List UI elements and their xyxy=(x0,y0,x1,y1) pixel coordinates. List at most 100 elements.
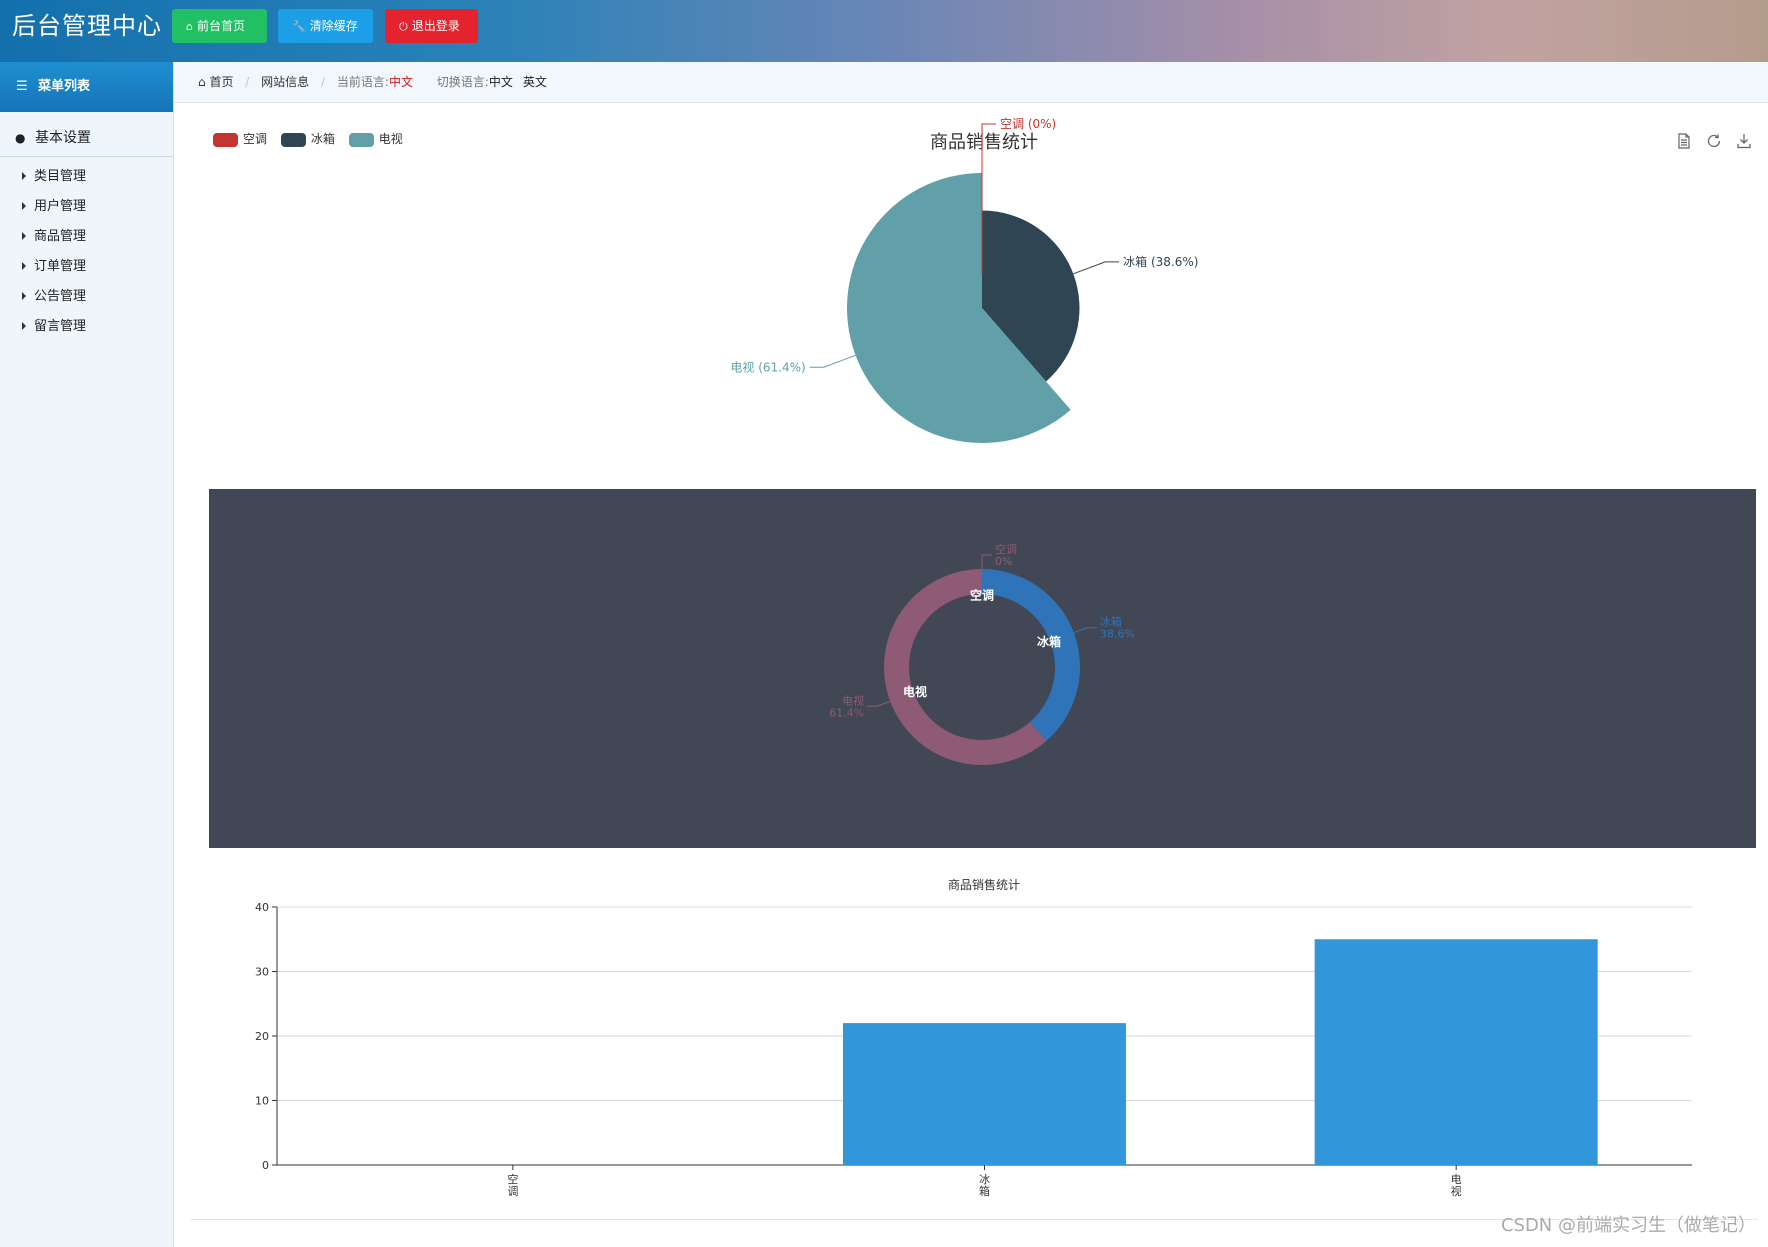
sidebar-item-label: 商品管理 xyxy=(34,229,87,244)
sidebar-item-orders[interactable]: 订单管理 xyxy=(0,252,173,282)
breadcrumb-separator: / xyxy=(245,75,250,89)
watermark: CSDN @前端实习生（做笔记） xyxy=(1500,1215,1756,1236)
pie-slice-tv[interactable] xyxy=(846,173,1071,443)
caret-right-icon xyxy=(22,201,26,210)
x-tick-char: 调 xyxy=(507,1185,518,1198)
chart-toolbox xyxy=(1668,132,1753,154)
home-icon: ⌂ xyxy=(186,20,193,33)
legend-label: 电视 xyxy=(378,132,403,146)
donut-outer-percent: 0% xyxy=(995,555,1012,568)
label-leader-line xyxy=(809,354,856,368)
legend-item-tv[interactable]: 电视 xyxy=(348,130,403,147)
donut-chart: 空调 空调 0% 冰箱 冰箱 38.6% 电视 电视 61.4% xyxy=(209,489,1756,848)
slice-label: 电视 (61.4%) xyxy=(730,359,805,374)
wrench-icon: 🔧 xyxy=(292,20,306,33)
donut-inner-label: 电视 xyxy=(903,684,927,699)
x-tick-char: 视 xyxy=(1451,1184,1462,1198)
y-tick-label: 40 xyxy=(255,901,269,914)
x-tick-label: 电视 xyxy=(1451,1173,1462,1198)
caret-right-icon xyxy=(22,171,26,180)
breadcrumb-home-label: 首页 xyxy=(209,75,234,89)
front-home-button[interactable]: ⌂ 前台首页 xyxy=(172,9,267,43)
breadcrumb-home[interactable]: ⌂ 首页 xyxy=(198,62,233,103)
home-icon: ⌂ xyxy=(198,75,206,89)
sidebar-item-products[interactable]: 商品管理 xyxy=(0,222,173,252)
sidebar-item-messages[interactable]: 留言管理 xyxy=(0,312,173,342)
donut-segment-tv[interactable] xyxy=(884,569,1047,765)
sidebar-item-category[interactable]: 类目管理 xyxy=(0,162,173,192)
slice-label: 冰箱 (38.6%) xyxy=(1123,254,1198,269)
current-language-value: 中文 xyxy=(388,75,413,89)
sidebar-item-label: 公告管理 xyxy=(34,289,87,304)
breadcrumb-site-info[interactable]: 网站信息 xyxy=(261,75,310,89)
language-option-zh[interactable]: 中文 xyxy=(488,75,513,89)
donut-inner-label: 冰箱 xyxy=(1037,634,1061,649)
content-divider xyxy=(190,1219,1758,1220)
donut-leader-line xyxy=(1073,627,1097,634)
donut-segment-fridge[interactable] xyxy=(982,569,1080,741)
x-tick-char: 空 xyxy=(507,1172,518,1186)
sidebar-item-label: 用户管理 xyxy=(34,199,87,214)
language-option-en[interactable]: 英文 xyxy=(522,75,547,89)
slice-label: 空调 (0%) xyxy=(1000,117,1056,131)
donut-outer-name: 电视 xyxy=(842,693,864,707)
y-tick-label: 0 xyxy=(262,1159,269,1172)
app-title: 后台管理中心 xyxy=(12,12,162,40)
caret-right-icon xyxy=(22,231,26,240)
data-view-icon[interactable] xyxy=(1675,132,1693,150)
legend-swatch xyxy=(213,132,238,147)
donut-leader-line xyxy=(981,554,992,569)
logout-label: 退出登录 xyxy=(411,19,460,33)
y-tick-label: 20 xyxy=(255,1030,269,1043)
top-header: 后台管理中心 ⌂ 前台首页 🔧 清除缓存 ⏻ 退出登录 xyxy=(0,0,1768,62)
sidebar-item-users[interactable]: 用户管理 xyxy=(0,192,173,222)
donut-outer-percent: 61.4% xyxy=(829,706,864,719)
bar-chart: 商品销售统计 0 10 20 30 40 空调 冰箱 电视 xyxy=(205,862,1763,1222)
legend-item-fridge[interactable]: 冰箱 xyxy=(280,130,335,147)
chart-title: 商品销售统计 xyxy=(930,132,1038,153)
donut-leader-line xyxy=(867,700,891,707)
legend-label: 冰箱 xyxy=(310,132,335,146)
pie-slice-fridge[interactable] xyxy=(982,210,1080,382)
list-icon: ☰ xyxy=(16,79,28,94)
legend-label: 空调 xyxy=(243,132,268,146)
sidebar-item-notices[interactable]: 公告管理 xyxy=(0,282,173,312)
clear-cache-button[interactable]: 🔧 清除缓存 xyxy=(278,9,373,43)
bar-tv[interactable] xyxy=(1314,939,1598,1165)
legend-item-ac[interactable]: 空调 xyxy=(213,130,267,147)
x-tick-label: 空调 xyxy=(507,1172,518,1198)
sidebar-item-label: 类目管理 xyxy=(34,169,87,184)
caret-right-icon xyxy=(22,261,26,270)
x-tick-char: 箱 xyxy=(979,1184,990,1198)
rose-pie-plot: 空调 (0%) 冰箱 (38.6%) 电视 (61.4%) xyxy=(730,117,1198,443)
user-icon: ● xyxy=(15,131,26,145)
sidebar-item-label: 订单管理 xyxy=(34,259,87,274)
logout-button[interactable]: ⏻ 退出登录 xyxy=(385,9,478,43)
label-leader-line xyxy=(1073,261,1120,275)
bar-chart-title: 商品销售统计 xyxy=(947,878,1020,892)
bar-plot: 0 10 20 30 40 空调 冰箱 电视 xyxy=(255,901,1692,1198)
y-tick-label: 10 xyxy=(255,1095,269,1108)
x-tick-label: 冰箱 xyxy=(979,1173,990,1198)
menu-list-label: 菜单列表 xyxy=(38,79,91,94)
sidebar: ☰ 菜单列表 ● 基本设置 类目管理 用户管理 商品管理 订单管理 公告管理 留言管… xyxy=(0,62,174,1247)
bar-fridge[interactable] xyxy=(843,1023,1126,1165)
current-language-label: 当前语言: xyxy=(336,75,389,89)
switch-language-label: 切换语言: xyxy=(436,75,489,89)
chart-legend: 空调 冰箱 电视 xyxy=(213,130,413,147)
basic-settings-group[interactable]: ● 基本设置 xyxy=(0,119,173,157)
breadcrumb-separator: / xyxy=(321,75,326,89)
front-home-label: 前台首页 xyxy=(196,19,245,33)
power-icon: ⏻ xyxy=(399,20,408,33)
sidebar-menu: 类目管理 用户管理 商品管理 订单管理 公告管理 留言管理 xyxy=(0,162,173,342)
restore-icon[interactable] xyxy=(1705,132,1723,150)
x-tick-char: 电 xyxy=(1451,1173,1462,1186)
donut-outer-name: 冰箱 xyxy=(1100,615,1122,629)
caret-right-icon xyxy=(22,291,26,300)
donut-outer-percent: 38.6% xyxy=(1100,628,1135,641)
save-image-icon[interactable] xyxy=(1735,132,1753,150)
donut-outer-name: 空调 xyxy=(995,542,1017,556)
legend-swatch xyxy=(280,132,306,147)
breadcrumb: ⌂ 首页 / 网站信息 / 当前语言:中文 切换语言:中文 英文 xyxy=(174,62,1768,103)
